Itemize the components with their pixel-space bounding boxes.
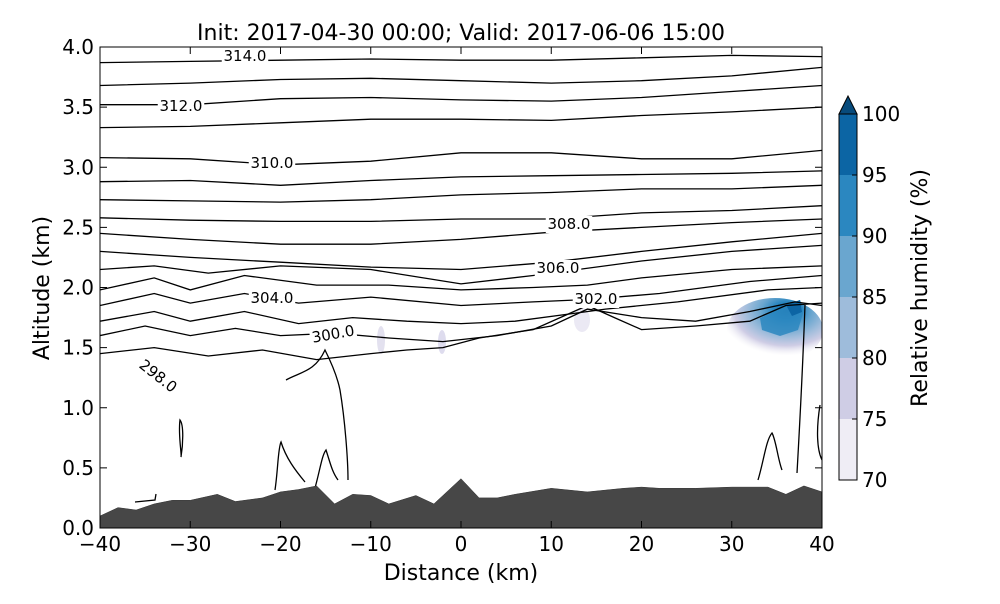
isentrope-4: [100, 149, 822, 166]
contour-label-bg: [572, 291, 620, 308]
contour-label: 306.0: [537, 259, 580, 277]
contour-label: 300.0: [310, 321, 355, 346]
colorbar-tick-label: 80: [862, 346, 887, 370]
isentrope-1: [100, 66, 822, 87]
y-axis-label: Altitude (km): [30, 216, 55, 360]
plot-content: [100, 54, 822, 528]
isentrope-12: [100, 274, 822, 307]
contour-label: 298.0: [136, 356, 181, 397]
contour-label-bg: [134, 355, 182, 398]
isentrope-15: [100, 302, 822, 361]
x-tick-label: 0: [455, 532, 468, 556]
isentrope-3: [100, 106, 822, 129]
y-tick-label: 0.5: [62, 456, 94, 480]
contour-label: 312.0: [160, 97, 203, 115]
colorbar-segment: [839, 297, 857, 358]
colorbar-tick-label: 100: [862, 102, 900, 126]
y-tick-label: 1.5: [62, 336, 94, 360]
contour-label-bg: [534, 260, 582, 277]
y-tick-label: 4.0: [62, 35, 94, 59]
contour-label: 302.0: [575, 290, 618, 308]
y-axis-ticks: 0.0 0.5 1.0 1.5 2.0 2.5 3.0 3.5 4.0: [62, 35, 822, 540]
low-contours: [134, 304, 822, 503]
low-contour-7: [285, 348, 349, 481]
low-contour-1: [178, 418, 184, 458]
colorbar: 70 75 80 85 90 95 100: [838, 94, 900, 492]
y-tick-label: 2.0: [62, 276, 94, 300]
x-tick-label: 30: [719, 532, 744, 556]
colorbar-tick-label: 75: [862, 407, 887, 431]
x-axis-ticks: −40 −30 −20 −10 0 10 20 30 40: [79, 47, 835, 556]
x-axis-label: Distance (km): [384, 561, 539, 586]
y-tick-label: 3.5: [62, 95, 94, 119]
x-tick-label: 40: [809, 532, 834, 556]
contour-label-bg: [157, 98, 205, 115]
contour-label-bg: [308, 322, 358, 347]
contour-label: 310.0: [251, 154, 294, 172]
colorbar-label: Relative humidity (%): [908, 169, 933, 407]
low-contour-6: [816, 404, 822, 461]
x-tick-label: 10: [539, 532, 564, 556]
low-contour-4: [757, 431, 783, 481]
isentrope-11: [100, 265, 822, 291]
contour-label-bg: [248, 290, 296, 307]
colorbar-tick-label: 85: [862, 285, 887, 309]
isentrope-10: [100, 244, 822, 285]
colorbar-segment: [839, 419, 857, 480]
x-tick-label: 20: [629, 532, 654, 556]
contour-label-bg: [248, 155, 296, 172]
colorbar-segment: [839, 114, 857, 175]
low-contour-8: [134, 493, 157, 503]
y-tick-label: 0.0: [62, 516, 94, 540]
contour-label: 304.0: [251, 289, 294, 307]
chart-title: Init: 2017-04-30 00:00; Valid: 2017-06-0…: [197, 21, 725, 46]
isentrope-6: [100, 184, 822, 203]
terrain: [100, 478, 822, 528]
colorbar-segment: [839, 358, 857, 419]
y-tick-label: 1.0: [62, 396, 94, 420]
colorbar-tick-label: 90: [862, 224, 887, 248]
colorbar-tick-label: 70: [862, 468, 887, 492]
colorbar-extend-arrow: [838, 94, 858, 115]
x-tick-label: −30: [169, 532, 211, 556]
x-tick-label: −20: [259, 532, 301, 556]
low-contour-3: [314, 448, 339, 489]
low-contour-2: [274, 440, 306, 491]
colorbar-tick-label: 95: [862, 163, 887, 187]
x-tick-label: −10: [350, 532, 392, 556]
rh-patch-darkest: [786, 300, 802, 316]
isentrope-7: [100, 205, 822, 223]
contour-label: 308.0: [548, 215, 591, 233]
contour-label: 314.0: [224, 47, 267, 65]
contour-label-bg: [545, 216, 593, 233]
contour-label-bg: [221, 48, 269, 65]
isentrope-8: [100, 218, 822, 245]
x-tick-label: −40: [79, 532, 121, 556]
low-contour-5: [796, 304, 806, 474]
colorbar-segment: [839, 236, 857, 297]
rh-patch-small-1: [377, 326, 385, 354]
isentrope-5: [100, 170, 822, 186]
isentrope-14: [100, 301, 822, 343]
isentrope-2: [100, 84, 822, 106]
y-tick-label: 2.5: [62, 215, 94, 239]
contour-labels: 314.0 312.0 310.0 308.0 306.0 304.0 302.0 300.0…: [134, 47, 620, 398]
isentrope-0: [100, 54, 822, 64]
isentropes: [100, 54, 822, 361]
colorbar-segment: [839, 175, 857, 236]
y-tick-label: 3.0: [62, 155, 94, 179]
isentrope-9: [100, 232, 822, 271]
isentrope-13: [100, 286, 822, 325]
rh-shading: [377, 298, 822, 362]
